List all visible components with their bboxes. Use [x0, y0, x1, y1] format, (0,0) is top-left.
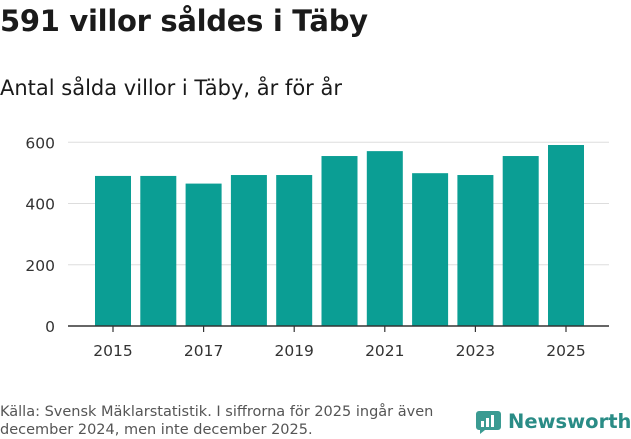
bar-2025	[548, 145, 584, 326]
x-tick-label: 2015	[93, 342, 132, 360]
x-tick-label: 2021	[365, 342, 404, 360]
y-tick-label: 400	[25, 196, 55, 214]
bars	[95, 145, 584, 326]
bar-2022	[412, 173, 449, 326]
x-axis	[68, 325, 609, 332]
bar-2020	[321, 156, 358, 326]
chart-title: 591 villor såldes i Täby	[0, 4, 368, 38]
bar-2016	[140, 175, 177, 326]
x-tick-label: 2017	[184, 342, 223, 360]
bar-2024	[502, 156, 539, 326]
x-tick-label: 2019	[274, 342, 313, 360]
chart-subtitle: Antal sålda villor i Täby, år för år	[0, 76, 342, 100]
bar-chart: 0 200 400 600 2015 2017 2019 2021 2023 2025	[25, 134, 609, 360]
bar-2015	[95, 175, 131, 326]
bar-2017	[185, 183, 222, 326]
source-note: Källa: Svensk Mäklarstatistik. I siffror…	[0, 404, 434, 438]
newsworthy-logo-icon	[476, 411, 501, 434]
bar-2019	[276, 175, 313, 326]
brand-logo: Newsworthy	[475, 408, 631, 435]
brand-name: Newsworthy	[508, 410, 631, 433]
x-tick-labels: 2015 2017 2019 2021 2023 2025	[93, 342, 585, 360]
bar-2021	[366, 151, 403, 326]
y-tick-label: 600	[25, 134, 55, 152]
bar-2023	[457, 175, 494, 326]
x-tick-label: 2025	[546, 342, 585, 360]
y-tick-label: 200	[25, 257, 55, 275]
y-tick-label: 0	[45, 318, 55, 336]
x-tick-label: 2023	[456, 342, 495, 360]
bar-2018	[230, 175, 267, 326]
y-tick-labels: 0 200 400 600	[25, 134, 55, 336]
